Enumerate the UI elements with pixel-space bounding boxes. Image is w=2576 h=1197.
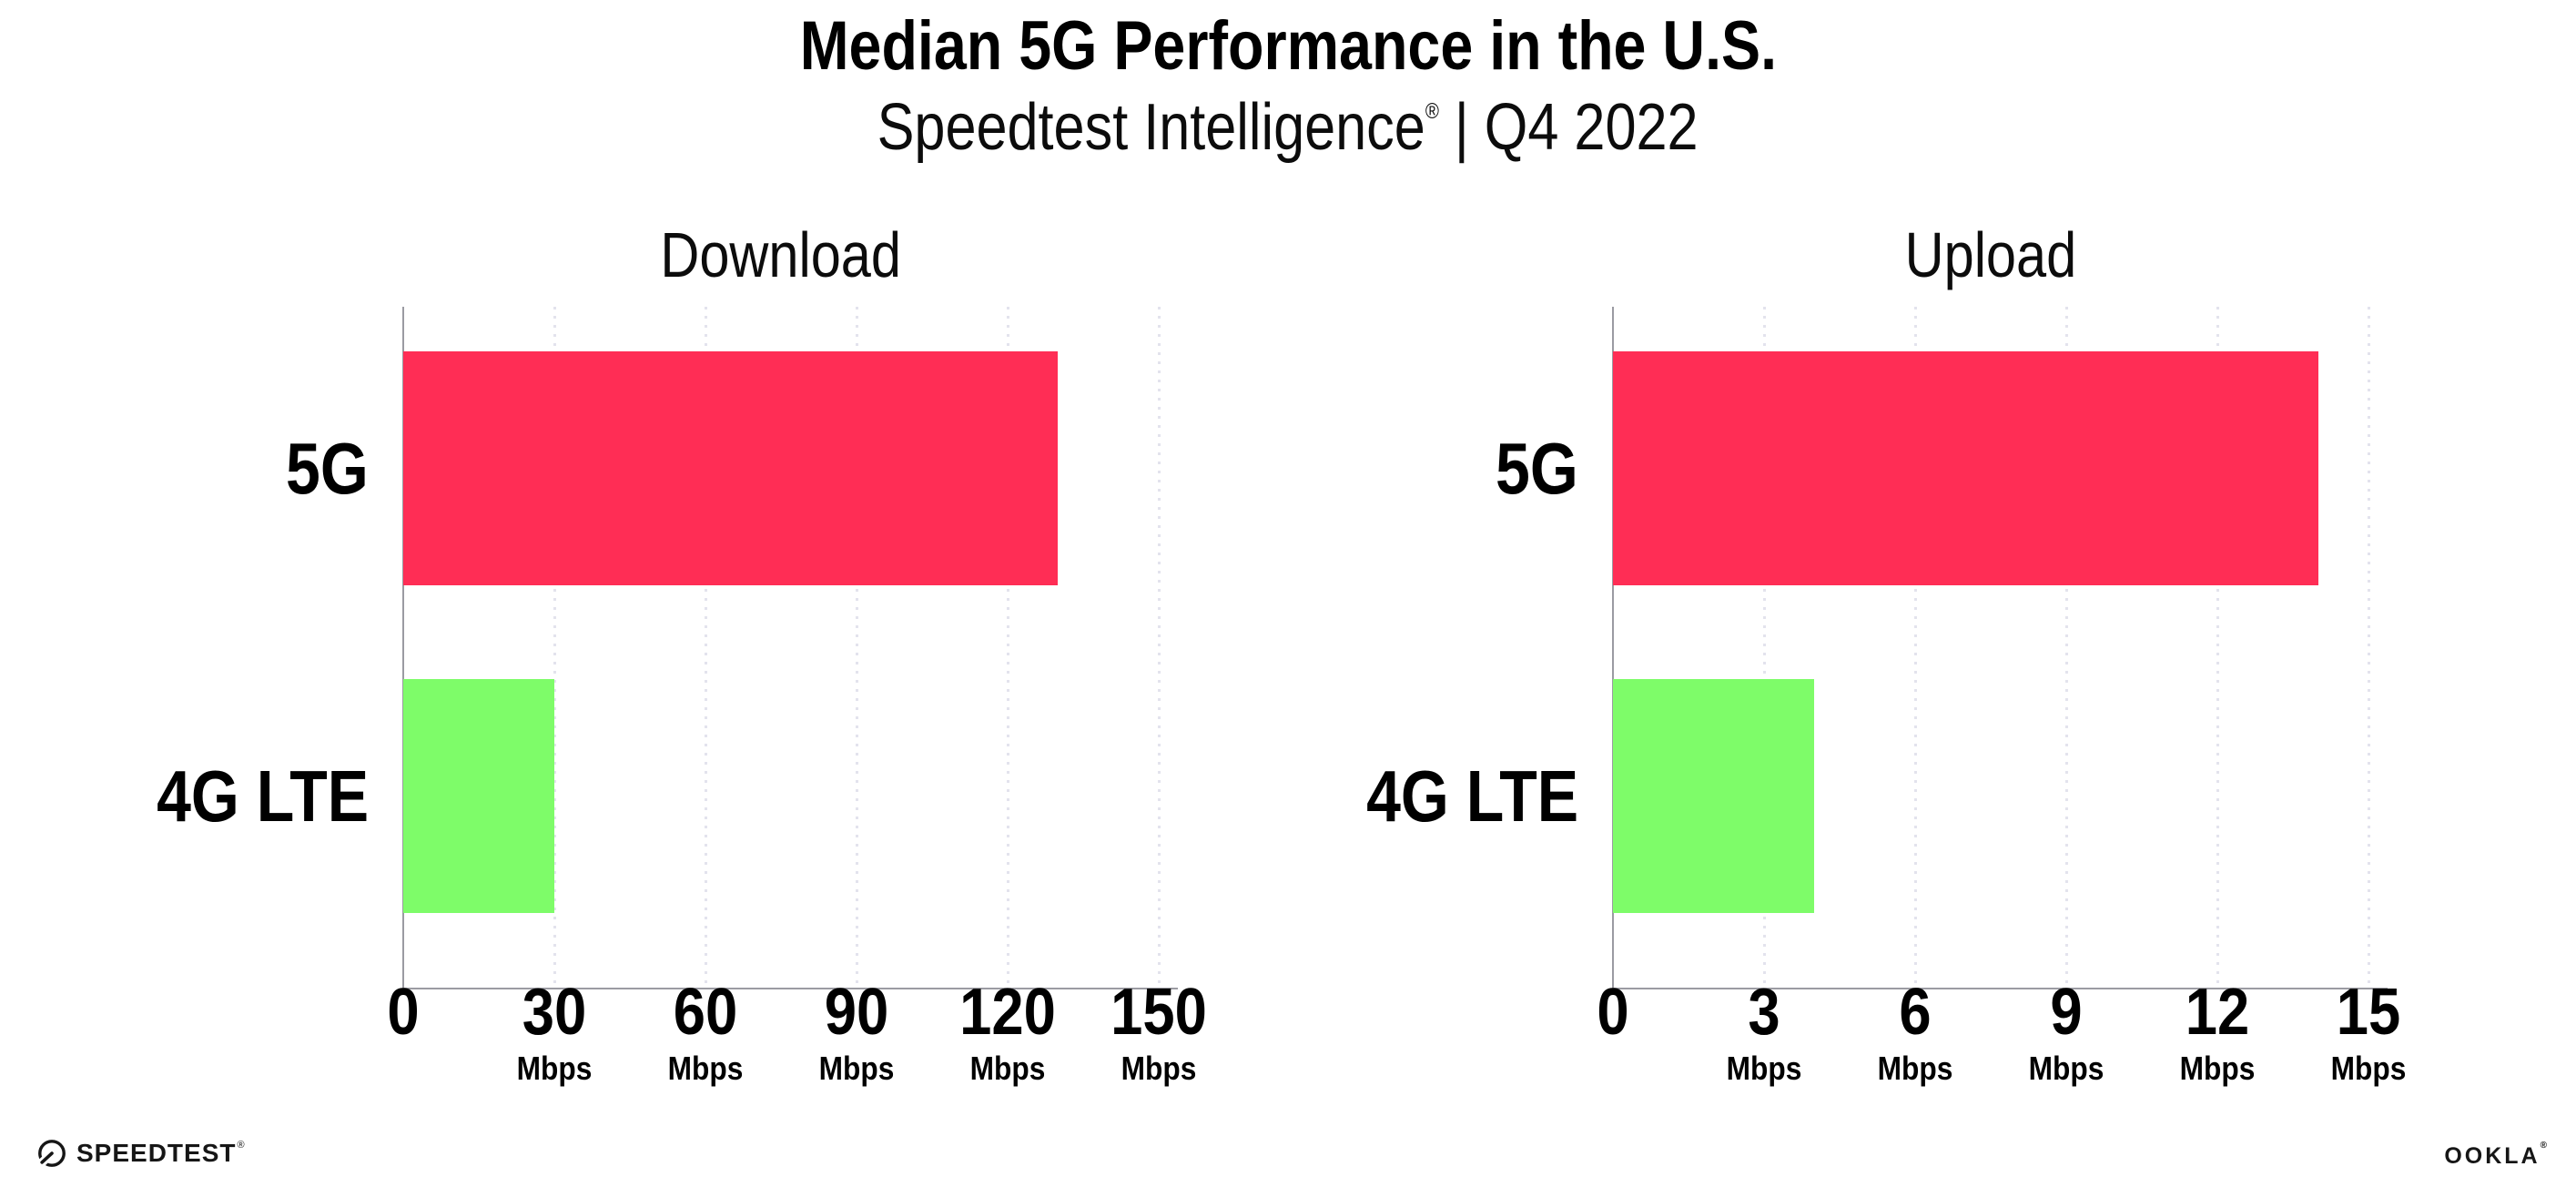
page-subtitle: Speedtest Intelligence® | Q4 2022	[0, 89, 2576, 181]
x-tick-value: 12	[2185, 976, 2250, 1049]
ookla-wordmark: OOKLA	[2444, 1143, 2541, 1169]
download-chart-title-text: Download	[660, 219, 902, 290]
x-tick-6: 6 Mbps	[1872, 979, 1958, 1087]
x-tick-0: 0	[1595, 979, 1631, 1045]
x-tick-unit: Mbps	[2179, 1050, 2256, 1087]
gridline-6	[1914, 307, 1917, 988]
gridline-30	[553, 307, 556, 988]
category-label-text: 5G	[286, 427, 369, 509]
gridline-90	[856, 307, 858, 988]
ookla-logo: OOKLA®	[2444, 1140, 2547, 1170]
x-axis-line	[1612, 988, 2388, 989]
category-label-text: 4G LTE	[1366, 755, 1578, 837]
x-tick-60: 60 Mbps	[663, 979, 748, 1087]
x-axis-line	[402, 988, 1178, 989]
y-axis-line	[1612, 307, 1614, 988]
x-tick-value: 0	[387, 976, 420, 1049]
gridline-3	[1763, 307, 1766, 988]
x-tick-unit: Mbps	[516, 1050, 593, 1087]
page-title: Median 5G Performance in the U.S.	[0, 5, 2576, 87]
upload-chart-title: Upload	[1613, 218, 2368, 292]
speedtest-gauge-icon	[36, 1140, 66, 1168]
subtitle-period: | Q4 2022	[1439, 91, 1699, 164]
x-tick-value: 9	[2050, 976, 2083, 1049]
x-tick-value: 3	[1748, 976, 1780, 1049]
x-tick-30: 30 Mbps	[512, 979, 597, 1087]
upload-plot-area: 5G 4G LTE	[1366, 307, 2388, 989]
category-label-text: 5G	[1496, 427, 1578, 509]
gridline-15	[2368, 307, 2370, 988]
registered-mark: ®	[1425, 99, 1440, 124]
download-plot-area: 5G 4G LTE	[157, 307, 1178, 989]
page-subtitle-text: Speedtest Intelligence® | Q4 2022	[877, 89, 1699, 181]
x-tick-120: 120 Mbps	[953, 979, 1062, 1087]
x-tick-unit: Mbps	[2330, 1050, 2407, 1087]
upload-chart-title-text: Upload	[1904, 219, 2077, 290]
speedtest-wordmark: SPEEDTEST	[76, 1139, 237, 1167]
x-tick-0: 0	[385, 979, 421, 1045]
gridline-120	[1007, 307, 1009, 988]
gridline-150	[1158, 307, 1161, 988]
category-label-4g-lte: 4G LTE	[1329, 742, 1578, 851]
x-tick-150: 150 Mbps	[1104, 979, 1213, 1087]
gridline-9	[2065, 307, 2068, 988]
x-tick-unit: Mbps	[1726, 1050, 1802, 1087]
page-title-text: Median 5G Performance in the U.S.	[799, 7, 1777, 85]
subtitle-brand: Speedtest Intelligence	[877, 91, 1426, 164]
x-tick-value: 15	[2336, 976, 2401, 1049]
x-tick-value: 90	[824, 976, 889, 1049]
x-tick-value: 150	[1111, 976, 1207, 1049]
x-tick-unit: Mbps	[969, 1050, 1046, 1087]
gridline-60	[705, 307, 707, 988]
x-tick-9: 9 Mbps	[2023, 979, 2109, 1087]
gridline-12	[2216, 307, 2219, 988]
download-chart-title: Download	[403, 218, 1159, 292]
x-tick-3: 3 Mbps	[1721, 979, 1807, 1087]
x-tick-90: 90 Mbps	[814, 979, 899, 1087]
x-tick-15: 15 Mbps	[2326, 979, 2411, 1087]
x-tick-unit: Mbps	[1121, 1050, 1197, 1087]
x-tick-value: 60	[673, 976, 738, 1049]
x-tick-value: 120	[959, 976, 1056, 1049]
x-tick-12: 12 Mbps	[2175, 979, 2260, 1087]
category-label-4g-lte: 4G LTE	[119, 742, 369, 851]
x-tick-value: 30	[522, 976, 587, 1049]
x-tick-unit: Mbps	[667, 1050, 744, 1087]
bar-4g-lte-download	[403, 679, 554, 913]
x-tick-unit: Mbps	[818, 1050, 895, 1087]
x-tick-unit: Mbps	[2028, 1050, 2104, 1087]
registered-mark: ®	[237, 1140, 245, 1151]
download-chart: Download 5G 4G LTE 0 30 Mbps 60 Mbps 90 Mbps 120…	[157, 219, 1207, 1087]
speedtest-logo: SPEEDTEST ®	[36, 1138, 245, 1169]
upload-chart: Upload 5G 4G LTE 0 3 Mbps 6 Mbps 9 Mbps 12 Mbps 15…	[1366, 219, 2406, 1087]
x-tick-value: 6	[1899, 976, 1932, 1049]
category-label-5g: 5G	[271, 414, 369, 523]
category-label-5g: 5G	[1481, 414, 1578, 523]
registered-mark: ®	[2540, 1140, 2547, 1151]
bar-5g-download	[403, 351, 1059, 585]
bar-4g-lte-upload	[1613, 679, 1815, 913]
y-axis-line	[402, 307, 404, 988]
bar-5g-upload	[1613, 351, 2318, 585]
x-tick-unit: Mbps	[1877, 1050, 1953, 1087]
category-label-text: 4G LTE	[157, 755, 369, 837]
x-tick-value: 0	[1597, 976, 1629, 1049]
